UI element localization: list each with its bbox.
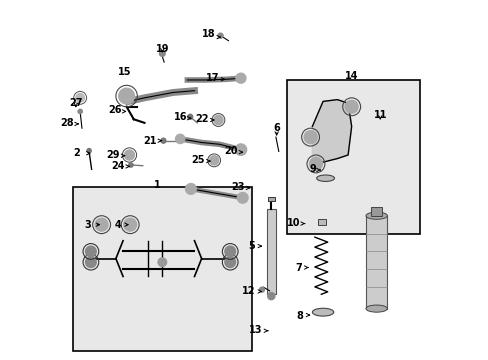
Text: 4: 4 bbox=[114, 220, 121, 230]
Text: 27: 27 bbox=[69, 98, 82, 108]
Text: 24: 24 bbox=[111, 161, 124, 171]
Circle shape bbox=[237, 193, 247, 203]
Text: 18: 18 bbox=[202, 29, 216, 39]
Circle shape bbox=[76, 94, 84, 102]
Circle shape bbox=[213, 115, 223, 125]
Circle shape bbox=[259, 287, 264, 292]
Text: 15: 15 bbox=[118, 67, 131, 77]
Text: 20: 20 bbox=[224, 147, 237, 157]
Ellipse shape bbox=[365, 212, 386, 219]
Text: 22: 22 bbox=[195, 114, 208, 124]
Ellipse shape bbox=[365, 305, 386, 312]
Polygon shape bbox=[312, 100, 351, 166]
Circle shape bbox=[123, 218, 136, 231]
Circle shape bbox=[224, 246, 235, 257]
Text: 26: 26 bbox=[107, 105, 121, 115]
Circle shape bbox=[95, 218, 108, 231]
Ellipse shape bbox=[316, 175, 334, 181]
Circle shape bbox=[87, 149, 91, 153]
Text: 8: 8 bbox=[296, 311, 303, 321]
Text: 28: 28 bbox=[60, 118, 74, 128]
Bar bbox=[370, 207, 381, 216]
Circle shape bbox=[161, 138, 165, 143]
Text: 3: 3 bbox=[85, 220, 91, 230]
Circle shape bbox=[159, 51, 165, 57]
Text: 6: 6 bbox=[273, 123, 280, 133]
Text: 12: 12 bbox=[241, 286, 255, 296]
Text: 10: 10 bbox=[286, 218, 300, 228]
Circle shape bbox=[187, 114, 192, 119]
Circle shape bbox=[309, 157, 322, 170]
Ellipse shape bbox=[312, 308, 333, 316]
Bar bbox=[73, 187, 251, 351]
Circle shape bbox=[124, 150, 134, 160]
Circle shape bbox=[78, 109, 82, 113]
Bar bbox=[287, 80, 419, 234]
Text: 1: 1 bbox=[153, 180, 160, 190]
Circle shape bbox=[235, 73, 245, 83]
Text: 2: 2 bbox=[73, 148, 80, 158]
Circle shape bbox=[175, 134, 184, 144]
Text: 23: 23 bbox=[230, 182, 244, 192]
Bar bbox=[317, 219, 325, 225]
Circle shape bbox=[267, 293, 274, 300]
Text: 9: 9 bbox=[308, 164, 315, 174]
Text: 17: 17 bbox=[205, 73, 219, 83]
Text: 25: 25 bbox=[191, 156, 205, 165]
Text: 13: 13 bbox=[248, 325, 262, 335]
Circle shape bbox=[235, 144, 246, 156]
Circle shape bbox=[209, 156, 218, 165]
Text: 14: 14 bbox=[344, 71, 358, 81]
Circle shape bbox=[119, 88, 134, 104]
Text: 19: 19 bbox=[155, 44, 169, 54]
Circle shape bbox=[85, 246, 96, 257]
Text: 11: 11 bbox=[373, 111, 386, 120]
Circle shape bbox=[304, 131, 316, 144]
Bar bbox=[267, 197, 274, 202]
Circle shape bbox=[345, 100, 357, 113]
Text: 21: 21 bbox=[143, 136, 157, 146]
Text: 29: 29 bbox=[106, 150, 120, 160]
Circle shape bbox=[85, 257, 96, 267]
Circle shape bbox=[218, 33, 223, 38]
Circle shape bbox=[158, 258, 166, 266]
Circle shape bbox=[128, 163, 133, 167]
Bar bbox=[266, 208, 275, 294]
Text: 5: 5 bbox=[248, 241, 255, 251]
Text: 16: 16 bbox=[174, 112, 187, 122]
Text: 7: 7 bbox=[294, 262, 301, 273]
Bar bbox=[365, 216, 386, 309]
Circle shape bbox=[185, 184, 196, 194]
Circle shape bbox=[224, 257, 235, 267]
